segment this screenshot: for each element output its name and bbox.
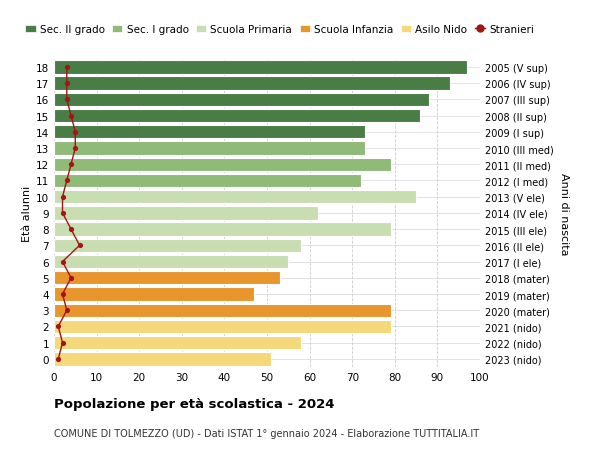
Bar xyxy=(54,77,450,90)
Point xyxy=(62,96,71,104)
Bar xyxy=(54,304,391,317)
Point xyxy=(58,339,67,347)
Bar xyxy=(54,272,280,285)
Point xyxy=(71,145,80,152)
Point xyxy=(66,274,76,282)
Point xyxy=(62,80,71,88)
Text: COMUNE DI TOLMEZZO (UD) - Dati ISTAT 1° gennaio 2024 - Elaborazione TUTTITALIA.I: COMUNE DI TOLMEZZO (UD) - Dati ISTAT 1° … xyxy=(54,428,479,438)
Point xyxy=(62,177,71,185)
Bar xyxy=(54,110,421,123)
Legend: Sec. II grado, Sec. I grado, Scuola Primaria, Scuola Infanzia, Asilo Nido, Stran: Sec. II grado, Sec. I grado, Scuola Prim… xyxy=(25,25,534,35)
Point xyxy=(53,323,63,330)
Bar xyxy=(54,239,301,252)
Bar xyxy=(54,288,254,301)
Point xyxy=(66,161,76,168)
Bar xyxy=(54,353,271,366)
Bar xyxy=(54,320,391,333)
Point xyxy=(58,258,67,266)
Text: Popolazione per età scolastica - 2024: Popolazione per età scolastica - 2024 xyxy=(54,397,335,410)
Bar xyxy=(54,190,416,204)
Bar xyxy=(54,223,391,236)
Bar xyxy=(54,174,361,188)
Point xyxy=(58,194,67,201)
Bar xyxy=(54,61,467,74)
Point xyxy=(53,355,63,363)
Point xyxy=(66,112,76,120)
Bar xyxy=(54,94,429,107)
Point xyxy=(66,226,76,233)
Bar xyxy=(54,336,301,350)
Point xyxy=(62,64,71,72)
Point xyxy=(71,129,80,136)
Bar xyxy=(54,142,365,155)
Point xyxy=(75,242,85,250)
Y-axis label: Anni di nascita: Anni di nascita xyxy=(559,172,569,255)
Bar xyxy=(54,126,365,139)
Bar xyxy=(54,158,391,172)
Point xyxy=(58,210,67,217)
Y-axis label: Età alunni: Età alunni xyxy=(22,185,32,241)
Bar xyxy=(54,207,318,220)
Bar xyxy=(54,255,288,269)
Point xyxy=(58,291,67,298)
Point xyxy=(62,307,71,314)
